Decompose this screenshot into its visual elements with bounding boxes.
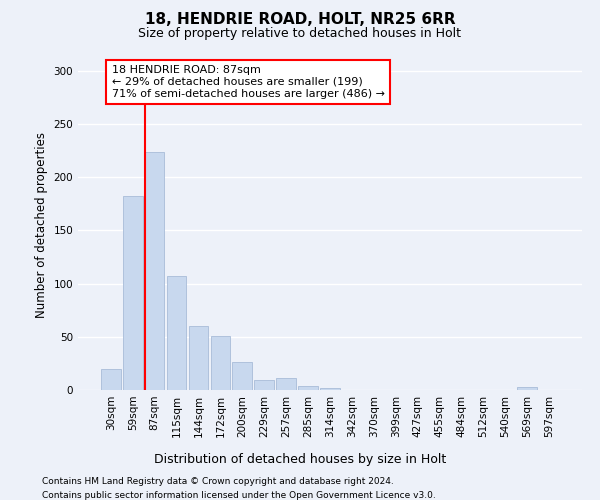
Text: 18, HENDRIE ROAD, HOLT, NR25 6RR: 18, HENDRIE ROAD, HOLT, NR25 6RR bbox=[145, 12, 455, 28]
Text: Distribution of detached houses by size in Holt: Distribution of detached houses by size … bbox=[154, 452, 446, 466]
Bar bbox=[145, 152, 164, 390]
Bar bbox=[123, 196, 143, 390]
Bar bbox=[276, 378, 296, 390]
Text: Size of property relative to detached houses in Holt: Size of property relative to detached ho… bbox=[139, 28, 461, 40]
Bar bbox=[254, 380, 274, 390]
Bar bbox=[320, 388, 340, 390]
Bar bbox=[188, 326, 208, 390]
Bar bbox=[167, 276, 187, 390]
Text: Contains HM Land Registry data © Crown copyright and database right 2024.: Contains HM Land Registry data © Crown c… bbox=[42, 478, 394, 486]
Text: 18 HENDRIE ROAD: 87sqm
← 29% of detached houses are smaller (199)
71% of semi-de: 18 HENDRIE ROAD: 87sqm ← 29% of detached… bbox=[112, 66, 385, 98]
Bar bbox=[211, 336, 230, 390]
Bar bbox=[517, 387, 537, 390]
Y-axis label: Number of detached properties: Number of detached properties bbox=[35, 132, 48, 318]
Bar bbox=[232, 362, 252, 390]
Bar bbox=[298, 386, 318, 390]
Bar bbox=[101, 368, 121, 390]
Text: Contains public sector information licensed under the Open Government Licence v3: Contains public sector information licen… bbox=[42, 491, 436, 500]
